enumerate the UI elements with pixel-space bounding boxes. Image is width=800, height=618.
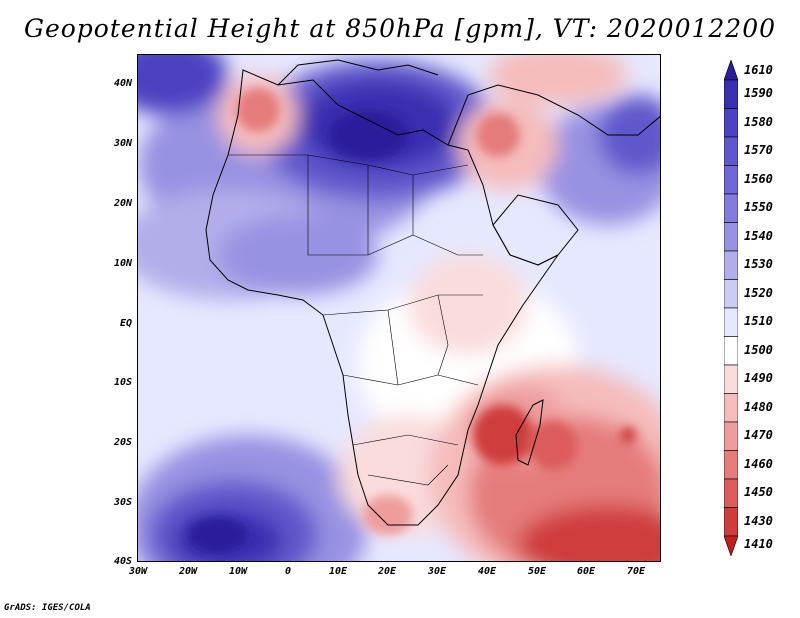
colorbar-label: 1610	[744, 63, 773, 77]
colorbar-label: 1570	[744, 143, 773, 158]
colorbar-label: 1560	[744, 171, 773, 186]
colorbar-label: 1430	[744, 513, 773, 528]
lat-label-20s: 20S	[113, 437, 132, 448]
coastlines	[205, 59, 660, 526]
colorbar-swatch	[724, 364, 738, 394]
colorbar-label: 1590	[744, 86, 773, 101]
colorbar-label: 1410	[744, 537, 773, 551]
colorbar-swatch	[724, 393, 738, 423]
colorbar-label: 1520	[744, 285, 773, 300]
colorbar-label: 1460	[744, 456, 773, 471]
colorbar-label: 1470	[744, 428, 773, 443]
lon-label-30e: 30E	[427, 566, 447, 577]
lat-label-10n: 10N	[113, 258, 132, 269]
colorbar-swatch	[724, 222, 738, 252]
lon-label-30w: 30W	[128, 566, 148, 577]
colorbar-bottom-arrow	[724, 535, 738, 556]
colorbar-label: 1490	[744, 371, 773, 386]
lon-label-70e: 70E	[626, 566, 646, 577]
colorbar-top-arrow	[724, 60, 738, 81]
colorbar-swatch	[724, 79, 738, 109]
colorbar-swatch	[724, 421, 738, 451]
colorbar-swatch	[724, 193, 738, 223]
lon-label-60e: 60E	[576, 566, 596, 577]
colorbar-swatch	[724, 336, 738, 366]
colorbar-swatch	[724, 279, 738, 309]
colorbar-swatch	[724, 307, 738, 337]
lat-label-30s: 30S	[113, 497, 132, 508]
lat-label-20n: 20N	[113, 198, 132, 209]
country-borders	[228, 154, 483, 486]
colorbar-swatch	[724, 165, 738, 195]
colorbar	[724, 60, 738, 556]
colorbar-swatch	[724, 507, 738, 537]
lon-label-0: 0	[284, 566, 292, 577]
lon-label-20w: 20W	[178, 566, 198, 577]
lat-label-eq: EQ	[119, 318, 132, 329]
colorbar-label: 1540	[744, 228, 773, 243]
colorbar-swatch	[724, 136, 738, 166]
map-canvas	[138, 55, 660, 561]
chart-title: Geopotential Height at 850hPa [gpm], VT:…	[23, 14, 777, 43]
colorbar-swatch	[724, 250, 738, 280]
map-panel	[137, 54, 661, 562]
lon-label-50e: 50E	[527, 566, 547, 577]
lon-label-10w: 10W	[228, 566, 248, 577]
field-layer-detail	[188, 88, 636, 553]
colorbar-swatch	[724, 478, 738, 508]
colorbar-label: 1500	[744, 342, 773, 357]
colorbar-swatch	[724, 450, 738, 480]
grads-credit: GrADS: IGES/COLA	[4, 603, 91, 613]
colorbar-label: 1550	[744, 200, 773, 215]
lat-label-10s: 10S	[113, 377, 132, 388]
lon-label-20e: 20E	[377, 566, 397, 577]
colorbar-label: 1480	[744, 399, 773, 414]
lat-label-40n: 40N	[113, 78, 132, 89]
lat-label-30n: 30N	[113, 138, 132, 149]
colorbar-label: 1450	[744, 485, 773, 500]
colorbar-swatch	[724, 108, 738, 138]
colorbar-label: 1530	[744, 257, 773, 272]
lat-label-40s: 40S	[113, 556, 132, 567]
lon-label-10e: 10E	[328, 566, 348, 577]
colorbar-label: 1510	[744, 314, 773, 329]
lon-label-40e: 40E	[477, 566, 497, 577]
colorbar-label: 1580	[744, 114, 773, 129]
